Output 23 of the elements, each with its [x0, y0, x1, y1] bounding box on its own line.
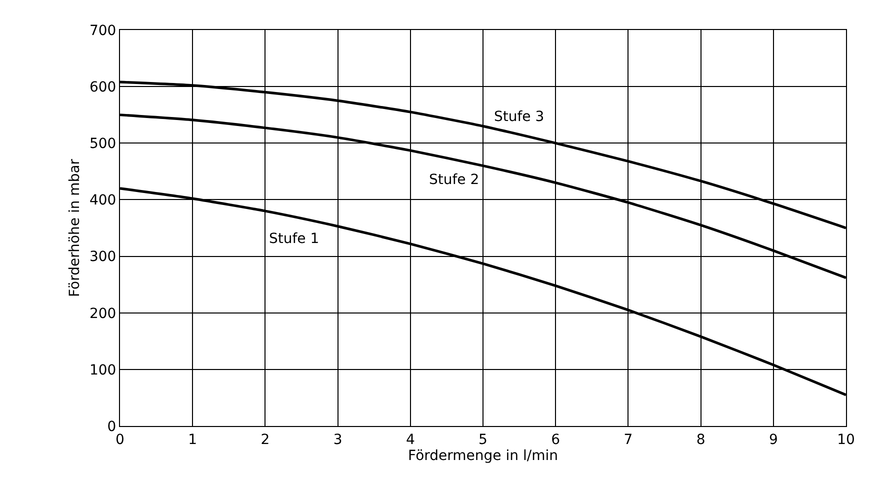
y-tick-label: 300 — [89, 249, 116, 266]
x-tick-label: 4 — [406, 432, 415, 448]
x-tick-label: 10 — [837, 432, 855, 448]
x-tick-label: 8 — [696, 432, 706, 448]
x-tick-label: 2 — [260, 432, 270, 448]
series-label: Stufe 2 — [429, 172, 480, 188]
y-axis-title: Förderhöhe in mbar — [67, 158, 84, 298]
x-tick-label: 1 — [188, 432, 198, 448]
y-tick-label: 400 — [89, 192, 116, 209]
x-tick-label: 3 — [333, 432, 342, 448]
x-tick-label: 6 — [551, 432, 560, 448]
y-tick-label: 0 — [107, 418, 116, 435]
series-label: Stufe 1 — [269, 231, 320, 247]
y-tick-label: 600 — [89, 79, 116, 96]
x-tick-label: 7 — [624, 432, 633, 448]
y-tick-label: 500 — [89, 136, 116, 152]
y-tick-label: 100 — [89, 362, 116, 378]
x-tick-label: 5 — [478, 432, 488, 448]
x-axis-title: Fördermenge in l/min — [408, 448, 558, 464]
y-tick-label: 700 — [89, 22, 116, 39]
x-tick-label: 9 — [768, 432, 778, 448]
series-label: Stufe 3 — [494, 109, 544, 125]
y-tick-label: 200 — [89, 306, 116, 322]
